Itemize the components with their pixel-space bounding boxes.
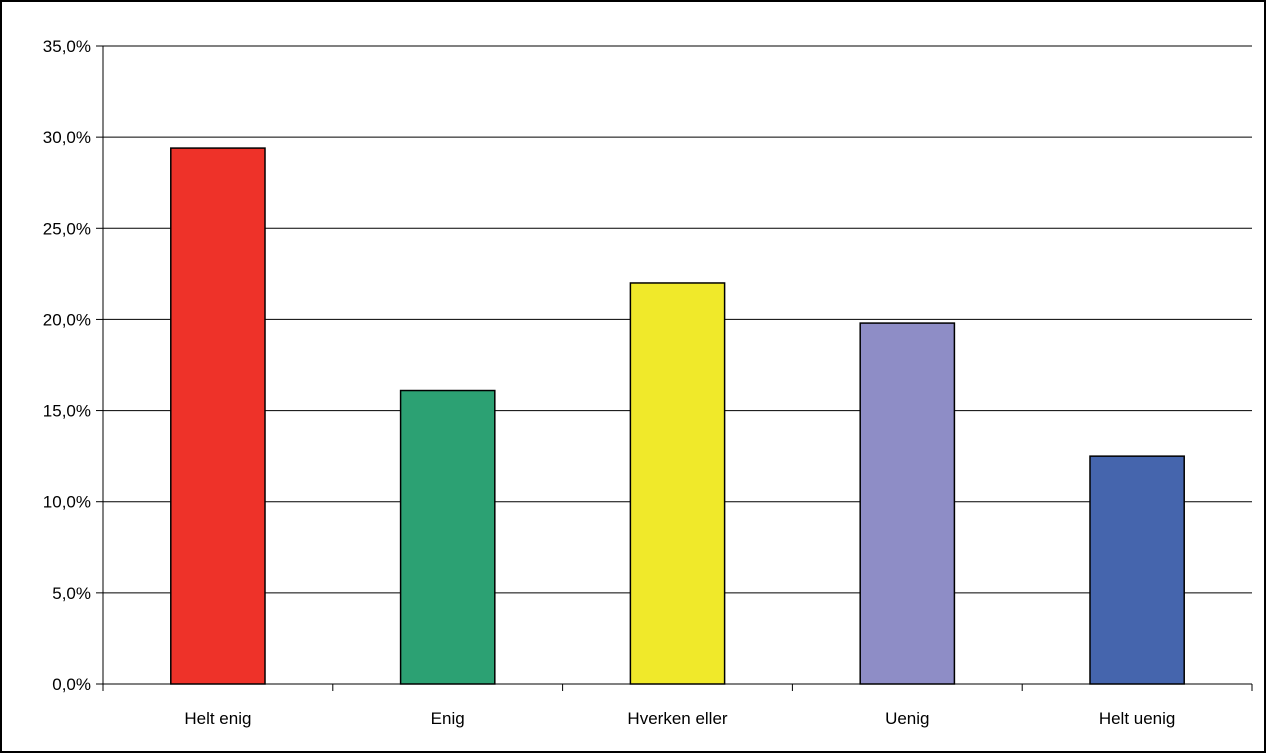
- labels: 0,0% 5,0% 10,0% 15,0% 20,0% 25,0% 30,0% 35,0% He…: [43, 37, 1176, 728]
- bar-helt-uenig: [1089, 455, 1185, 685]
- bar-enig: [399, 389, 496, 685]
- x-tick-label: Helt enig: [184, 709, 251, 728]
- y-tick-label: 0,0%: [52, 675, 91, 694]
- gridlines: [103, 45, 1252, 594]
- bar-hverken-eller: [629, 282, 726, 685]
- y-tick-label: 20,0%: [43, 310, 91, 329]
- y-tick-label: 15,0%: [43, 402, 91, 421]
- x-tick-label: Uenig: [885, 709, 929, 728]
- y-tick-label: 30,0%: [43, 128, 91, 147]
- bars: [170, 147, 1185, 685]
- bar-helt-enig: [170, 147, 266, 685]
- x-tick-label: Helt uenig: [1099, 709, 1176, 728]
- bar-uenig: [859, 322, 956, 685]
- x-tick-label: Hverken eller: [627, 709, 727, 728]
- y-tick-label: 25,0%: [43, 219, 91, 238]
- y-tick-label: 5,0%: [52, 584, 91, 603]
- y-tick-label: 10,0%: [43, 493, 91, 512]
- x-tick-label: Enig: [431, 709, 465, 728]
- y-tick-label: 35,0%: [43, 37, 91, 56]
